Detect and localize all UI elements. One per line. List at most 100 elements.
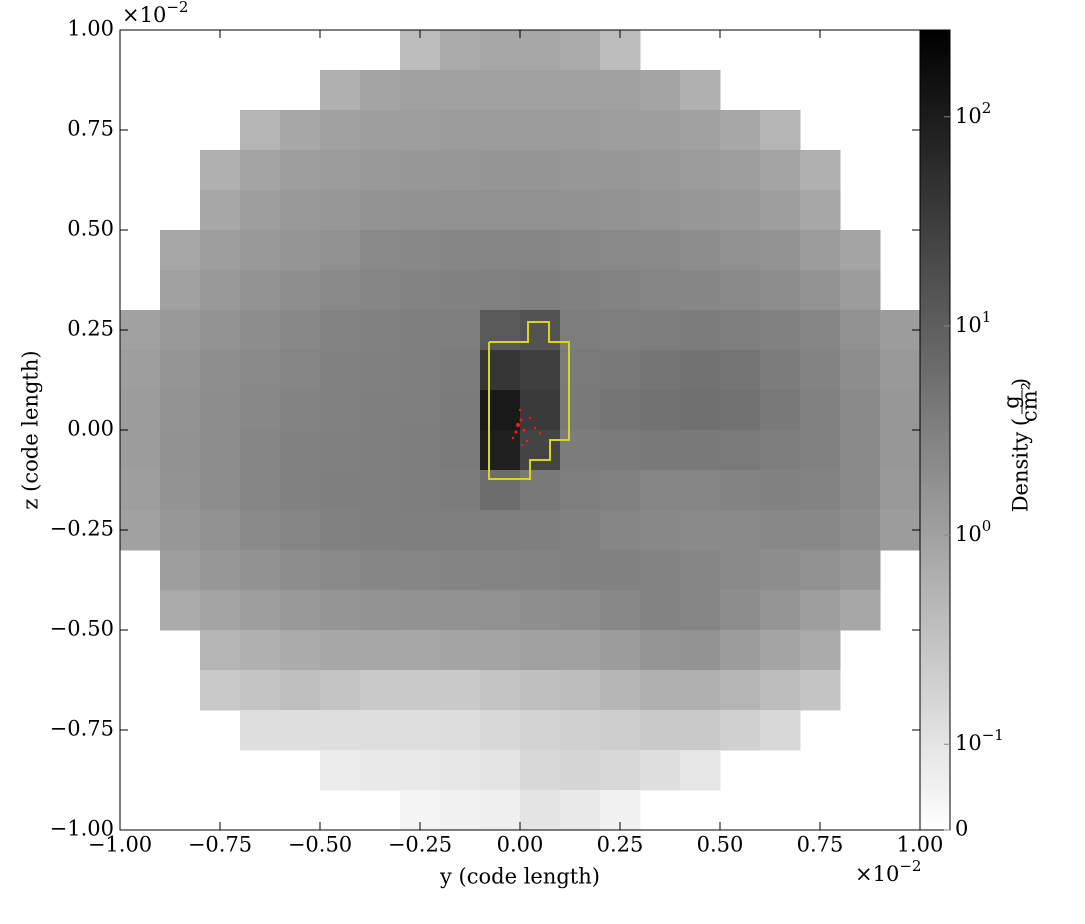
cell xyxy=(520,750,561,791)
cell xyxy=(240,510,281,551)
colorbar-title: Density g cm² ( ) xyxy=(1000,378,1042,512)
cell xyxy=(400,390,441,431)
cell xyxy=(720,390,761,431)
cell xyxy=(560,550,601,591)
cell xyxy=(200,550,241,591)
cell xyxy=(200,430,241,471)
cell xyxy=(440,70,481,111)
cell xyxy=(800,190,841,231)
cell xyxy=(240,630,281,671)
cell xyxy=(200,350,241,391)
cell xyxy=(760,670,801,711)
cell xyxy=(800,310,841,351)
cell xyxy=(400,310,441,351)
cell xyxy=(200,310,241,351)
cell xyxy=(720,310,761,351)
cell xyxy=(480,350,521,391)
cell xyxy=(600,510,641,551)
cell xyxy=(400,710,441,751)
cell xyxy=(320,150,361,191)
cell xyxy=(480,110,521,151)
cell xyxy=(240,590,281,631)
cell xyxy=(720,270,761,311)
cell xyxy=(680,670,721,711)
cell xyxy=(240,190,281,231)
cell xyxy=(200,590,241,631)
y-axis-label: z (code length) xyxy=(19,350,43,509)
cell xyxy=(760,230,801,271)
cell xyxy=(320,670,361,711)
cell xyxy=(560,390,601,431)
colorbar-tick-label: 0 xyxy=(955,817,968,841)
cell xyxy=(320,750,361,791)
cell xyxy=(200,230,241,271)
cell xyxy=(600,430,641,471)
cell xyxy=(680,390,721,431)
cell xyxy=(440,390,481,431)
colorbar-tick-label: 102 xyxy=(955,99,991,128)
cell xyxy=(760,390,801,431)
cell xyxy=(280,550,321,591)
cell xyxy=(400,150,441,191)
cell xyxy=(680,110,721,151)
cell xyxy=(440,510,481,551)
cell xyxy=(440,30,481,71)
cell xyxy=(240,430,281,471)
cell xyxy=(400,430,441,471)
cell xyxy=(440,350,481,391)
cell xyxy=(720,630,761,671)
cell xyxy=(440,110,481,151)
y-tick-label: 0.25 xyxy=(67,317,114,341)
cell xyxy=(600,70,641,111)
cell xyxy=(400,190,441,231)
y-tick-label: −1.00 xyxy=(50,817,114,841)
cell xyxy=(640,590,681,631)
cell xyxy=(160,510,201,551)
cell xyxy=(480,670,521,711)
cell xyxy=(880,470,921,511)
cell xyxy=(360,470,401,511)
cell xyxy=(680,150,721,191)
colorbar-unit-num: g xyxy=(1000,395,1024,408)
cell xyxy=(280,270,321,311)
cell xyxy=(600,550,641,591)
cell xyxy=(520,150,561,191)
cell xyxy=(520,710,561,751)
cell xyxy=(240,230,281,271)
cell xyxy=(280,110,321,151)
cell xyxy=(600,630,641,671)
y-tick-label: 0.50 xyxy=(67,217,114,241)
x-tick-label: 0.00 xyxy=(497,833,544,857)
cell xyxy=(680,550,721,591)
x-axis-label: y (code length) xyxy=(439,865,600,889)
cell xyxy=(760,550,801,591)
cell xyxy=(760,470,801,511)
cell xyxy=(880,430,921,471)
cell xyxy=(560,590,601,631)
cell xyxy=(160,470,201,511)
cell xyxy=(800,630,841,671)
cell xyxy=(640,110,681,151)
cell xyxy=(840,470,881,511)
cell xyxy=(400,550,441,591)
cell xyxy=(840,230,881,271)
cell xyxy=(760,630,801,671)
cell xyxy=(680,430,721,471)
cell xyxy=(880,350,921,391)
cell xyxy=(320,310,361,351)
cell xyxy=(480,390,521,431)
cell xyxy=(600,670,641,711)
cell xyxy=(560,70,601,111)
cell xyxy=(160,230,201,271)
cell xyxy=(720,430,761,471)
cell xyxy=(520,110,561,151)
x-tick-label: −0.25 xyxy=(388,833,452,857)
cell xyxy=(120,350,161,391)
cell xyxy=(560,30,601,71)
cell xyxy=(360,350,401,391)
cell xyxy=(640,70,681,111)
cell xyxy=(440,670,481,711)
cell xyxy=(600,310,641,351)
cell xyxy=(800,150,841,191)
x-tick-label: −0.75 xyxy=(188,833,252,857)
